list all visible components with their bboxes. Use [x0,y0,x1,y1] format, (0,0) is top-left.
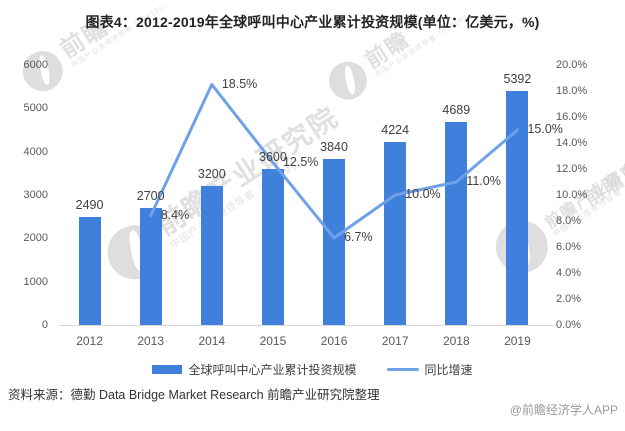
x-axis-label-2012: 2012 [76,334,103,348]
bar-value-label-2019: 5392 [503,72,532,87]
right-axis-tick: 18.0% [556,85,588,97]
left-axis-tick: 0 [41,319,48,331]
x-axis-label-2019: 2019 [504,334,531,348]
line-point-label-2018: 11.0% [466,174,501,188]
right-axis-tick: 8.0% [556,215,582,227]
legend-item-investment: 全球呼叫中心产业累计投资规模 [152,361,357,378]
left-axis-tick: 5000 [23,102,48,115]
bar-2017 [384,141,407,325]
left-axis-tick: 4000 [23,145,48,158]
bar-value-label-2013: 2700 [136,189,165,203]
line-point-label-2017: 10.0% [405,187,441,201]
bar-value-label-2012: 2490 [75,198,104,213]
bar-value-label-2014: 3200 [197,167,226,182]
watermark-brand-text: 前瞻 [55,12,114,64]
line-point-label-2019: 15.0% [527,122,563,136]
right-axis-tick: 16.0% [556,111,588,123]
right-axis-tick: 2.0% [556,293,582,305]
credit-note: @前瞻经济学人APP [509,403,618,417]
source-note: 资料来源：德勤 Data Bridge Market Research 前瞻产业… [8,388,380,402]
left-axis-tick: 1000 [23,275,48,288]
left-axis-tick: 6000 [23,59,48,71]
x-axis-label-2014: 2014 [198,334,226,348]
legend: 全球呼叫中心产业累计投资规模 同比增速 [0,361,625,378]
legend-bar-label: 全球呼叫中心产业累计投资规模 [188,363,357,377]
line-point-label-2013: 8.4% [160,207,190,222]
legend-bar-swatch [152,365,183,374]
x-axis-label-2015: 2015 [259,334,287,348]
right-axis-tick: 20.0% [556,59,588,71]
qianzhan-logo-icon [321,54,375,107]
bar-2015 [261,169,284,325]
x-axis-label-2013: 2013 [137,334,165,348]
left-axis-tick: 3000 [23,189,48,201]
line-point-label-2014: 18.5% [221,76,258,91]
legend-line-label: 同比增速 [424,363,473,377]
bar-value-label-2018: 4689 [442,102,471,117]
legend-line-swatch [386,368,419,371]
right-axis-tick: 0.0% [556,319,582,331]
chart-title: 图表4：2012-2019年全球呼叫中心产业累计投资规模(单位：亿美元，%) [85,14,540,30]
x-axis-line [59,325,556,326]
right-axis-tick: 12.0% [556,163,588,175]
right-axis-tick: 6.0% [556,241,582,253]
bar-2013 [139,208,162,325]
right-axis-tick: 10.0% [556,189,588,201]
x-axis-label-2017: 2017 [381,334,409,348]
right-axis-tick: 14.0% [556,137,588,149]
bar-2014 [200,186,223,325]
x-axis-label-2016: 2016 [320,334,348,348]
line-point-label-2016: 6.7% [344,229,373,244]
watermark-sub-text: 中国产业咨询领导者（839599） [70,0,173,71]
bar-2019 [506,91,529,325]
bar-value-label-2017: 4224 [381,122,410,137]
bar-2012 [78,217,101,325]
right-axis-tick: 4.0% [556,267,582,279]
bar-value-label-2016: 3840 [320,139,348,154]
line-point-label-2015: 12.5% [282,154,319,169]
bar-2016 [323,158,346,325]
legend-item-growth: 同比增速 [386,361,473,378]
left-axis-tick: 2000 [23,232,48,245]
bar-2018 [445,121,468,325]
watermark-brand-text: 前瞻 [360,26,415,74]
x-axis-label-2018: 2018 [442,334,470,348]
